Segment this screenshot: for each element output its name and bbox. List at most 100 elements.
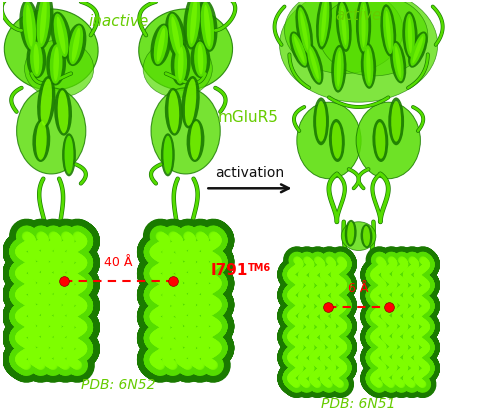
Ellipse shape	[319, 0, 329, 47]
Text: inactive: inactive	[88, 14, 148, 29]
Ellipse shape	[171, 43, 191, 86]
Ellipse shape	[319, 0, 428, 77]
Ellipse shape	[168, 91, 179, 134]
Text: 6 Å: 6 Å	[348, 281, 369, 294]
Ellipse shape	[194, 43, 207, 78]
Ellipse shape	[151, 89, 220, 175]
Ellipse shape	[412, 37, 423, 64]
Ellipse shape	[139, 10, 232, 91]
Ellipse shape	[174, 45, 187, 85]
Ellipse shape	[334, 48, 344, 91]
Ellipse shape	[380, 5, 396, 57]
Ellipse shape	[390, 42, 406, 84]
Ellipse shape	[285, 0, 403, 74]
Ellipse shape	[375, 123, 385, 159]
Ellipse shape	[388, 98, 404, 146]
Ellipse shape	[279, 0, 438, 103]
Ellipse shape	[316, 0, 332, 50]
Ellipse shape	[391, 102, 401, 142]
Ellipse shape	[289, 32, 309, 69]
Ellipse shape	[54, 14, 69, 58]
Ellipse shape	[183, 0, 204, 50]
Ellipse shape	[372, 120, 388, 163]
Ellipse shape	[65, 24, 86, 67]
Ellipse shape	[395, 47, 401, 79]
Ellipse shape	[405, 15, 415, 58]
Text: PDB: 6N51: PDB: 6N51	[322, 396, 396, 410]
Ellipse shape	[30, 43, 43, 78]
Ellipse shape	[360, 225, 372, 249]
Ellipse shape	[26, 6, 33, 47]
Ellipse shape	[72, 29, 80, 63]
Ellipse shape	[347, 222, 354, 245]
Ellipse shape	[50, 45, 62, 85]
Ellipse shape	[26, 41, 46, 79]
Ellipse shape	[408, 32, 428, 69]
Ellipse shape	[197, 0, 217, 53]
Ellipse shape	[69, 26, 83, 65]
Ellipse shape	[33, 120, 50, 163]
Ellipse shape	[336, 0, 352, 53]
Ellipse shape	[338, 3, 349, 50]
Ellipse shape	[62, 134, 76, 177]
Ellipse shape	[50, 13, 72, 60]
Ellipse shape	[190, 122, 201, 160]
Text: active: active	[336, 7, 382, 22]
Ellipse shape	[150, 24, 171, 67]
Ellipse shape	[361, 44, 376, 90]
Ellipse shape	[383, 8, 394, 55]
Ellipse shape	[165, 89, 183, 136]
Ellipse shape	[316, 102, 326, 142]
Text: activation: activation	[216, 165, 285, 179]
Ellipse shape	[292, 34, 307, 66]
Ellipse shape	[356, 103, 420, 179]
Ellipse shape	[34, 45, 39, 75]
Ellipse shape	[300, 12, 308, 51]
Ellipse shape	[341, 222, 376, 251]
Ellipse shape	[402, 12, 418, 60]
Ellipse shape	[298, 8, 311, 55]
Ellipse shape	[331, 46, 347, 93]
Ellipse shape	[154, 26, 168, 65]
Ellipse shape	[157, 29, 165, 63]
Ellipse shape	[201, 2, 214, 51]
Ellipse shape	[143, 41, 212, 98]
Ellipse shape	[46, 43, 66, 86]
Ellipse shape	[366, 50, 371, 84]
Ellipse shape	[165, 13, 186, 60]
Ellipse shape	[361, 5, 366, 48]
Ellipse shape	[329, 120, 345, 163]
Ellipse shape	[53, 47, 59, 82]
Ellipse shape	[198, 45, 204, 75]
Ellipse shape	[187, 0, 200, 48]
Ellipse shape	[305, 44, 324, 85]
Ellipse shape	[181, 77, 200, 129]
Text: mGluR5: mGluR5	[217, 110, 278, 125]
Ellipse shape	[408, 18, 412, 54]
Ellipse shape	[40, 79, 52, 126]
Ellipse shape	[24, 41, 94, 98]
Ellipse shape	[171, 17, 180, 55]
Ellipse shape	[58, 91, 69, 134]
Ellipse shape	[64, 136, 73, 175]
Ellipse shape	[33, 0, 53, 50]
Ellipse shape	[36, 0, 50, 48]
Text: 40 Å: 40 Å	[104, 255, 132, 268]
Ellipse shape	[359, 1, 368, 52]
Text: I791: I791	[211, 262, 248, 278]
Ellipse shape	[23, 2, 36, 51]
Ellipse shape	[4, 10, 98, 91]
Ellipse shape	[190, 0, 197, 45]
Ellipse shape	[341, 7, 347, 46]
Ellipse shape	[185, 79, 196, 126]
Ellipse shape	[204, 6, 211, 47]
Ellipse shape	[385, 12, 391, 51]
Text: PDB: 6N52: PDB: 6N52	[81, 377, 156, 391]
Ellipse shape	[54, 89, 72, 136]
Ellipse shape	[178, 47, 183, 82]
Ellipse shape	[363, 226, 370, 247]
Ellipse shape	[294, 37, 305, 64]
Ellipse shape	[168, 14, 183, 58]
Ellipse shape	[297, 103, 361, 179]
Text: TM6: TM6	[248, 262, 271, 272]
